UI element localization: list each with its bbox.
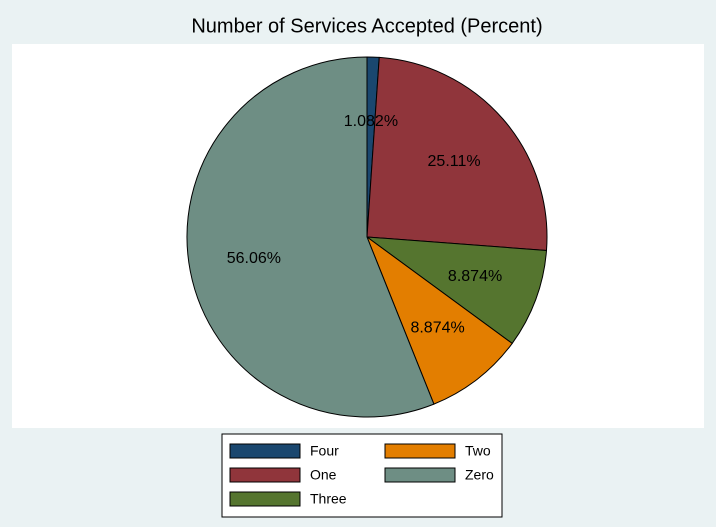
- data-label: 8.874%: [410, 319, 464, 336]
- legend-label: Zero: [465, 467, 494, 483]
- legend-label: One: [310, 467, 337, 483]
- legend-swatch: [229, 443, 301, 459]
- legend-swatch: [229, 491, 301, 507]
- data-label: 8.874%: [448, 268, 502, 285]
- legend-label: Three: [310, 491, 347, 507]
- data-label: 56.06%: [227, 250, 281, 267]
- data-label: 1.082%: [344, 113, 398, 130]
- legend-label: Two: [465, 443, 491, 459]
- pie-slice: [186, 56, 435, 418]
- pie-slice: [366, 56, 548, 252]
- pie-slice: [365, 236, 548, 345]
- legend-swatch: [384, 467, 456, 483]
- legend-swatch: [229, 467, 301, 483]
- legend-swatch: [384, 443, 456, 459]
- legend-label: Four: [310, 443, 339, 459]
- pie-slice: [365, 235, 513, 405]
- chart-title: Number of Services Accepted (Percent): [191, 15, 542, 37]
- data-label: 25.11%: [428, 153, 481, 170]
